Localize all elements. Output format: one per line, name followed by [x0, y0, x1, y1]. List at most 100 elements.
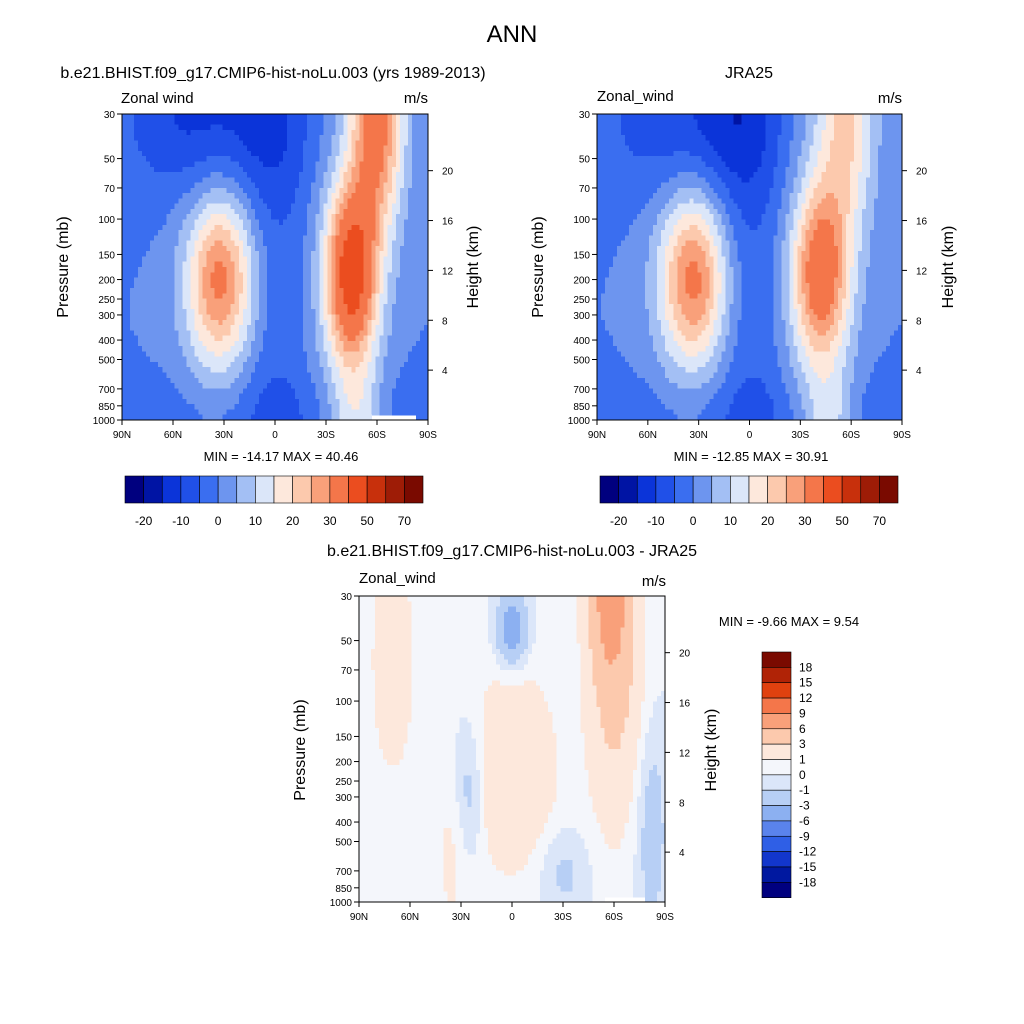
model-field-cell	[258, 219, 264, 226]
model-field-cell	[230, 203, 236, 210]
model-field-cell	[258, 267, 264, 273]
model-field-cell	[126, 409, 131, 416]
model-field-cell	[214, 114, 220, 120]
model-field-cell	[419, 414, 425, 421]
model-field-cell	[335, 303, 341, 310]
model-field-cell	[311, 193, 316, 200]
model-field-cell	[206, 119, 212, 126]
model-field-cell	[190, 135, 196, 141]
model-field-cell	[214, 129, 220, 136]
model-height-tick-label: 12	[442, 266, 454, 277]
model-field-cell	[351, 198, 357, 205]
model-field-cell	[347, 219, 353, 226]
model-field-cell	[359, 398, 365, 405]
model-field-cell	[242, 245, 248, 252]
model-field-cell	[158, 198, 163, 205]
model-field-cell	[351, 129, 357, 136]
model-field-cell	[174, 203, 179, 210]
model-field-cell	[327, 409, 332, 416]
model-field-cell	[351, 293, 357, 300]
model-field-cell	[166, 208, 171, 215]
model-field-cell	[126, 303, 131, 310]
model-field-cell	[355, 177, 361, 184]
model-field-cell	[303, 361, 308, 368]
model-field-cell	[174, 309, 179, 316]
model-field-cell	[146, 319, 151, 326]
model-field-cell	[174, 393, 179, 400]
model-field-cell	[371, 203, 377, 210]
model-field-cell	[230, 230, 236, 236]
model-field-cell	[371, 356, 377, 363]
obs-field-cell	[885, 135, 891, 141]
model-field-cell	[395, 261, 401, 268]
model-field-cell	[190, 288, 196, 294]
model-field-cell	[270, 156, 276, 163]
model-field-cell	[343, 256, 349, 263]
model-field-cell	[254, 282, 260, 289]
model-colorbar-box	[143, 475, 163, 504]
model-field-cell	[150, 198, 155, 205]
model-field-cell	[403, 166, 409, 173]
model-field-cell	[238, 182, 244, 189]
model-field-cell	[335, 309, 341, 316]
model-field-cell	[214, 177, 220, 184]
model-field-cell	[367, 346, 373, 353]
obs-field-cell	[601, 114, 606, 120]
model-field-cell	[423, 272, 429, 279]
obs-field-cell	[817, 119, 823, 126]
model-field-cell	[323, 256, 328, 263]
model-field-cell	[283, 361, 288, 368]
model-field-cell	[150, 393, 155, 400]
model-field-cell	[154, 272, 159, 279]
model-field-cell	[206, 303, 212, 310]
model-field-cell	[347, 193, 353, 200]
model-field-cell	[287, 235, 292, 242]
model-field-cell	[174, 267, 179, 273]
model-field-cell	[355, 161, 361, 168]
model-field-cell	[359, 404, 365, 411]
model-field-cell	[210, 230, 216, 236]
model-field-cell	[202, 282, 208, 289]
obs-field-cell	[765, 129, 771, 136]
model-field-cell	[202, 303, 208, 310]
model-field-cell	[158, 156, 163, 163]
model-field-cell	[218, 177, 224, 184]
model-field-cell	[194, 129, 200, 136]
model-y-tick-label: 70	[104, 184, 116, 195]
obs-field-cell	[713, 124, 718, 131]
model-field-cell	[339, 267, 345, 273]
obs-field-cell	[629, 114, 634, 120]
model-field-cell	[383, 161, 389, 168]
model-field-cell	[295, 156, 300, 163]
model-field-cell	[287, 187, 292, 194]
model-field-cell	[275, 203, 280, 210]
model-field-cell	[162, 114, 167, 120]
model-field-cell	[198, 193, 204, 200]
model-field-cell	[206, 309, 212, 316]
model-field-cell	[307, 272, 312, 279]
model-field-cell	[234, 272, 240, 279]
model-colorbar-box	[217, 475, 238, 504]
obs-field-cell	[809, 119, 815, 126]
model-field-cell	[170, 187, 175, 194]
model-field-cell	[178, 277, 183, 284]
model-field-cell	[206, 230, 212, 236]
model-field-cell	[254, 288, 260, 294]
obs-field-cell	[601, 135, 606, 141]
model-field-cell	[423, 351, 429, 358]
model-field-cell	[126, 187, 131, 194]
model-field-cell	[387, 303, 393, 310]
model-field-cell	[335, 219, 341, 226]
obs-field-cell	[697, 140, 702, 147]
model-field-cell	[202, 219, 208, 226]
model-field-cell	[130, 414, 135, 421]
obs-field-cell	[657, 114, 662, 120]
model-field-cell	[266, 187, 272, 194]
obs-field-cell	[785, 145, 791, 152]
model-field-cell	[291, 182, 296, 189]
model-field-cell	[130, 361, 135, 368]
model-field-cell	[363, 309, 369, 316]
model-field-cell	[375, 319, 381, 326]
model-field-cell	[375, 240, 381, 247]
